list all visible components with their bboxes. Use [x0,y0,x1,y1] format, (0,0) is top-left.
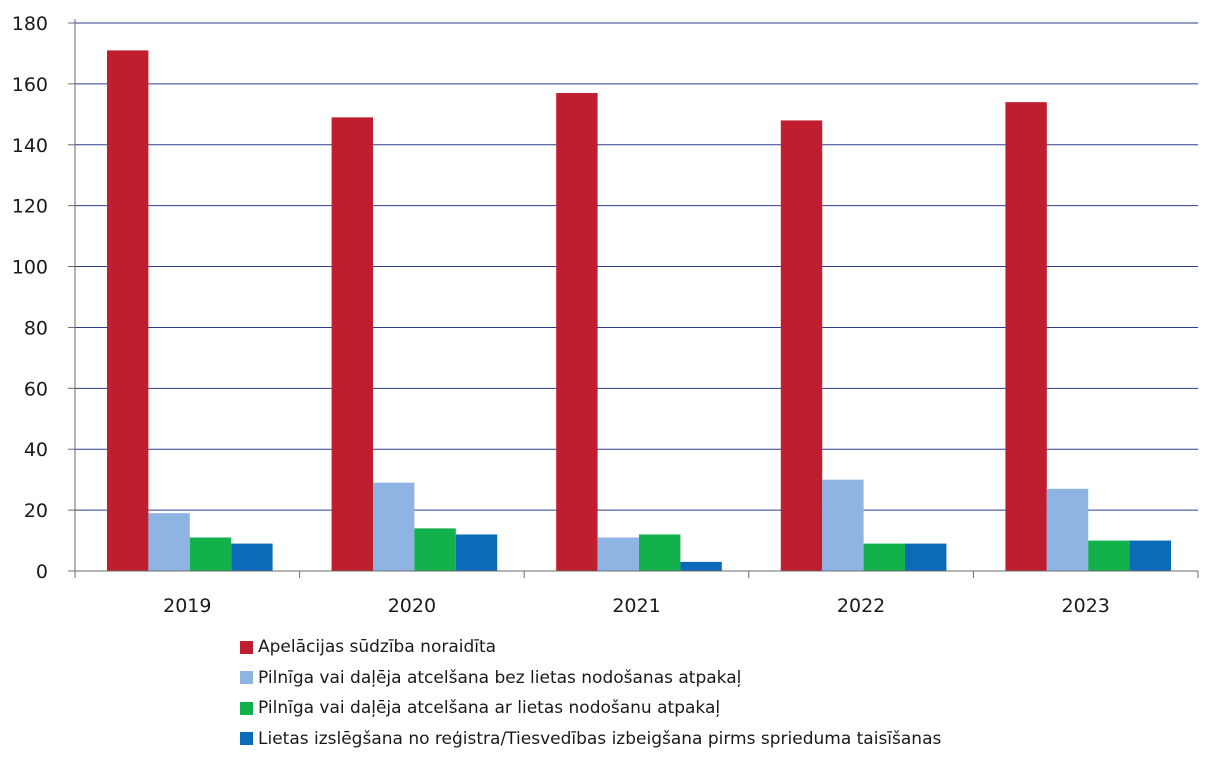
bar [639,534,681,571]
x-axis-tick-labels: 2019 2020 2021 2022 2023 [163,595,1110,617]
x-tick-label: 2021 [612,595,660,617]
legend-item: Pilnīga vai daļēja atcelšana ar lietas n… [240,693,941,724]
bar [1088,540,1130,571]
bar [148,513,190,571]
legend-label: Pilnīga vai daļēja atcelšana bez lietas … [258,667,742,688]
y-tick-label: 60 [24,378,48,400]
y-tick-label: 180 [12,13,48,35]
legend: Apelācijas sūdzība noraidīta Pilnīga vai… [240,632,941,754]
bar [1005,102,1047,572]
y-tick-label: 120 [12,196,48,218]
bar [780,120,823,571]
y-tick-label: 100 [12,257,48,279]
bar [373,482,415,571]
bar [189,537,232,571]
legend-item: Pilnīga vai daļēja atcelšana bez lietas … [240,663,941,694]
legend-swatch [240,701,253,715]
y-tick-label: 20 [24,500,48,522]
bar [414,528,456,571]
y-tick-label: 0 [36,561,48,583]
legend-swatch [240,671,253,685]
bar [107,50,149,571]
x-tick-label: 2020 [388,595,436,617]
bar [680,561,722,571]
y-tick-label: 140 [12,135,48,157]
legend-item: Apelācijas sūdzība noraidīta [240,632,941,663]
axes [68,19,1199,578]
bar [556,93,598,572]
legend-label: Lietas izslēgšana no reģistra/Tiesvedība… [258,728,942,749]
y-tick-label: 80 [24,317,48,339]
bar [455,534,498,571]
bar [1046,488,1089,571]
bar [863,543,905,571]
legend-swatch [240,640,253,654]
bar [597,537,639,571]
y-tick-label: 160 [12,74,48,96]
bar [822,479,864,571]
bar [331,117,373,571]
y-axis-tick-labels: 0 20 40 60 80 100 120 140 160 180 [12,13,48,583]
x-tick-label: 2023 [1062,595,1110,617]
bar-chart: 0 20 40 60 80 100 120 140 160 180 2019 2020 2021 202… [12,13,1199,617]
x-tick-label: 2019 [163,595,211,617]
bar [1129,540,1171,571]
x-tick-label: 2022 [837,595,885,617]
bars [107,50,1171,572]
legend-swatch [240,732,253,746]
y-tick-label: 40 [24,439,48,461]
bar [231,543,273,571]
gridlines [75,22,1198,511]
bar [905,543,947,571]
legend-label: Pilnīga vai daļēja atcelšana ar lietas n… [258,698,721,719]
legend-item: Lietas izslēgšana no reģistra/Tiesvedība… [240,724,941,755]
legend-label: Apelācijas sūdzība noraidīta [258,637,497,658]
